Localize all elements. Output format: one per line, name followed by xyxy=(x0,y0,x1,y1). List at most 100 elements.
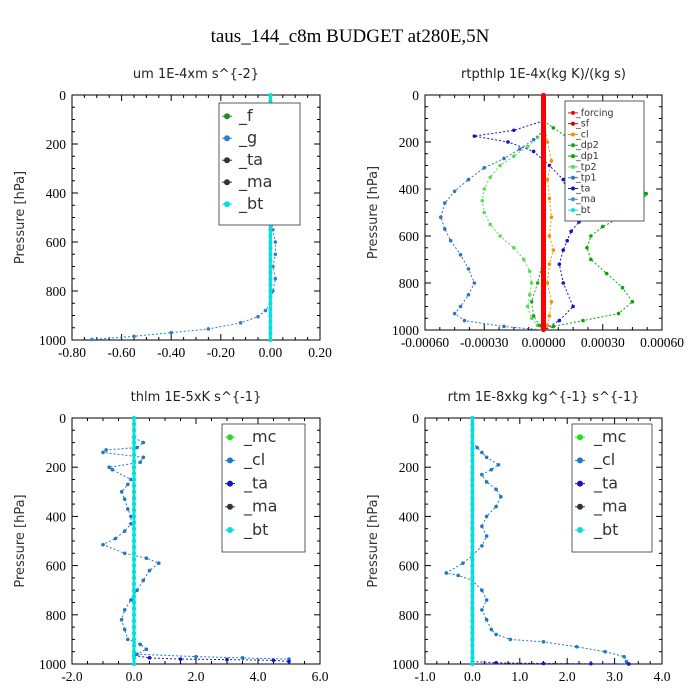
y-tick-label: 0 xyxy=(59,88,66,103)
data-point xyxy=(541,181,546,186)
panel-title: rtpthlp 1E-4x(kg K)/(kg s) xyxy=(461,67,626,82)
data-point xyxy=(141,455,146,460)
data-point xyxy=(541,145,546,150)
data-point xyxy=(132,612,136,617)
data-point xyxy=(484,598,489,602)
data-point xyxy=(565,238,569,243)
data-point xyxy=(627,662,631,666)
data-point xyxy=(470,582,475,587)
y-tick-label: 0 xyxy=(412,411,419,426)
data-point xyxy=(268,258,273,263)
data-point xyxy=(129,598,133,602)
data-point xyxy=(624,659,629,664)
data-point xyxy=(119,617,124,622)
data-point xyxy=(132,539,136,543)
data-point xyxy=(488,222,492,227)
legend-entry: _f xyxy=(238,106,253,126)
data-point xyxy=(132,563,136,568)
data-point xyxy=(466,177,471,182)
data-point xyxy=(541,245,546,250)
data-point xyxy=(547,314,552,318)
legend-entry: _sf xyxy=(575,119,590,130)
data-point xyxy=(101,542,105,547)
data-point xyxy=(541,228,546,233)
data-point xyxy=(268,99,273,104)
data-point xyxy=(263,308,268,313)
data-point xyxy=(132,508,136,513)
data-point xyxy=(126,507,130,511)
legend-entry: _tp2 xyxy=(575,162,597,173)
data-point xyxy=(132,569,136,574)
data-point xyxy=(494,487,498,492)
data-point xyxy=(240,656,245,660)
data-point xyxy=(470,465,475,470)
legend-entry: _ma xyxy=(238,172,272,192)
data-point xyxy=(470,631,475,636)
data-point xyxy=(470,575,475,580)
data-point xyxy=(502,324,506,329)
data-point xyxy=(132,655,136,660)
data-point xyxy=(470,637,475,642)
data-point xyxy=(470,520,475,525)
data-point xyxy=(488,175,492,180)
data-point xyxy=(439,215,443,219)
data-point xyxy=(141,440,146,445)
data-point xyxy=(126,482,130,487)
legend-entry: _ta xyxy=(593,473,618,493)
data-point xyxy=(135,588,139,592)
data-point xyxy=(470,612,475,617)
data-point xyxy=(132,557,136,562)
data-point xyxy=(557,262,562,267)
data-point xyxy=(470,483,475,488)
y-tick-label: 0 xyxy=(59,411,66,426)
legend-entry: _g xyxy=(238,128,257,148)
data-point xyxy=(470,618,475,623)
data-point xyxy=(482,210,487,215)
data-point xyxy=(480,608,484,612)
data-point xyxy=(268,338,273,342)
panel-title: thlm 1E-5xK s^{-1} xyxy=(131,390,262,405)
data-point xyxy=(472,134,477,138)
data-point xyxy=(238,321,243,325)
data-point xyxy=(498,163,502,168)
data-point xyxy=(157,561,161,565)
data-point xyxy=(502,156,506,161)
data-point xyxy=(132,588,136,593)
y-axis-label: Pressure [hPa] xyxy=(366,166,381,259)
y-tick-label: 0 xyxy=(412,88,419,103)
data-point xyxy=(480,524,484,529)
data-point xyxy=(480,198,485,203)
data-point xyxy=(132,428,136,433)
data-point xyxy=(461,561,465,565)
data-point xyxy=(268,313,273,318)
data-point xyxy=(535,281,540,285)
data-point xyxy=(456,573,460,578)
y-tick-label: 200 xyxy=(399,135,420,150)
data-point xyxy=(268,307,273,312)
data-point xyxy=(512,128,516,133)
data-point xyxy=(541,198,546,203)
x-tick-label: 0.20 xyxy=(308,345,332,360)
data-point xyxy=(521,257,526,262)
x-tick-label: 1.0 xyxy=(511,669,528,684)
x-tick-label: -0.20 xyxy=(207,345,235,360)
legend-entry: _ma xyxy=(575,194,596,205)
legend-entry: _bt xyxy=(575,205,591,216)
data-point xyxy=(206,327,211,331)
data-point xyxy=(132,643,136,648)
x-tick-label: 4.0 xyxy=(250,669,267,684)
data-point xyxy=(129,521,133,526)
panel-title: um 1E-4xm s^{-2} xyxy=(133,67,259,82)
data-point xyxy=(496,462,501,467)
data-point xyxy=(470,526,475,531)
data-point xyxy=(604,271,609,276)
data-point xyxy=(470,434,475,439)
data-point xyxy=(470,422,475,427)
data-point xyxy=(107,465,111,470)
data-point xyxy=(470,508,475,513)
data-point xyxy=(589,661,593,666)
data-point xyxy=(547,163,552,168)
chart-panel-2: rtpthlp 1E-4x(kg K)/(kg s) Pressure [hPa]… xyxy=(366,67,684,350)
data-point xyxy=(268,319,273,324)
